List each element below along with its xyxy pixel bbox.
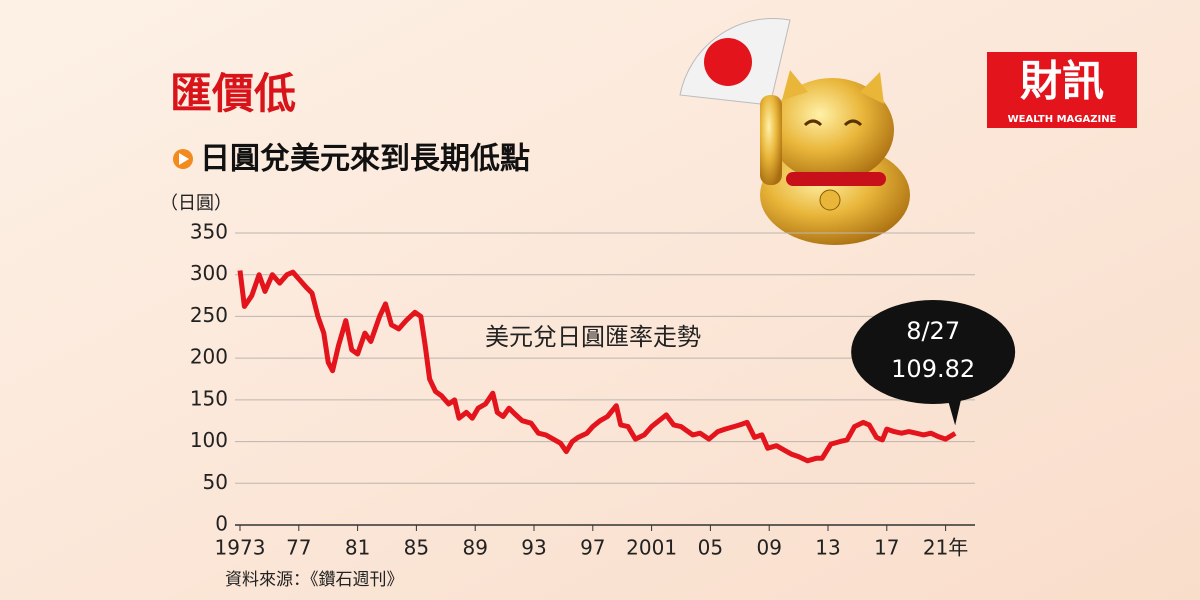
illustration (679, 18, 910, 245)
y-tick-label: 200 (190, 345, 228, 369)
x-tick-label: 13 (815, 536, 840, 560)
x-tick-label: 93 (521, 536, 546, 560)
x-tick-label: 1973 (215, 536, 266, 560)
x-tick-label: 77 (286, 536, 311, 560)
x-tick-label: 21年 (923, 536, 968, 560)
chart-subtitle: 日圓兌美元來到長期低點 (200, 142, 530, 177)
logo: 財訊 WEALTH MAGAZINE (987, 52, 1137, 128)
logo-subtitle: WEALTH MAGAZINE (1008, 114, 1117, 125)
x-tick-label: 2001 (626, 536, 677, 560)
x-tick-label: 89 (462, 536, 487, 560)
source: 資料來源：《鑽石週刊》 (225, 570, 404, 590)
chart-title: 匯價低 (170, 69, 296, 118)
x-tick-label: 09 (756, 536, 781, 560)
y-tick-label: 300 (190, 261, 228, 285)
y-tick-label: 250 (190, 303, 228, 327)
y-tick-label: 100 (190, 428, 228, 452)
y-axis-label: （日圓） (160, 193, 232, 214)
x-tick-label: 81 (345, 536, 370, 560)
y-tick-label: 350 (190, 220, 228, 244)
y-tick-label: 0 (215, 512, 228, 536)
callout-date: 8/27 (906, 317, 960, 345)
y-tick-label: 50 (203, 470, 228, 494)
series-label: 美元兌日圓匯率走勢 (485, 323, 701, 351)
x-tick-label: 97 (580, 536, 605, 560)
x-tick-label: 85 (404, 536, 429, 560)
x-tick-label: 17 (874, 536, 899, 560)
x-tick-label: 05 (698, 536, 723, 560)
series-line (237, 269, 957, 464)
callout-value: 109.82 (891, 355, 975, 383)
y-tick-label: 150 (190, 386, 228, 410)
bullet-arrow (179, 153, 189, 165)
logo-text: 財訊 (1020, 57, 1104, 106)
callout-bubble (851, 300, 1016, 404)
